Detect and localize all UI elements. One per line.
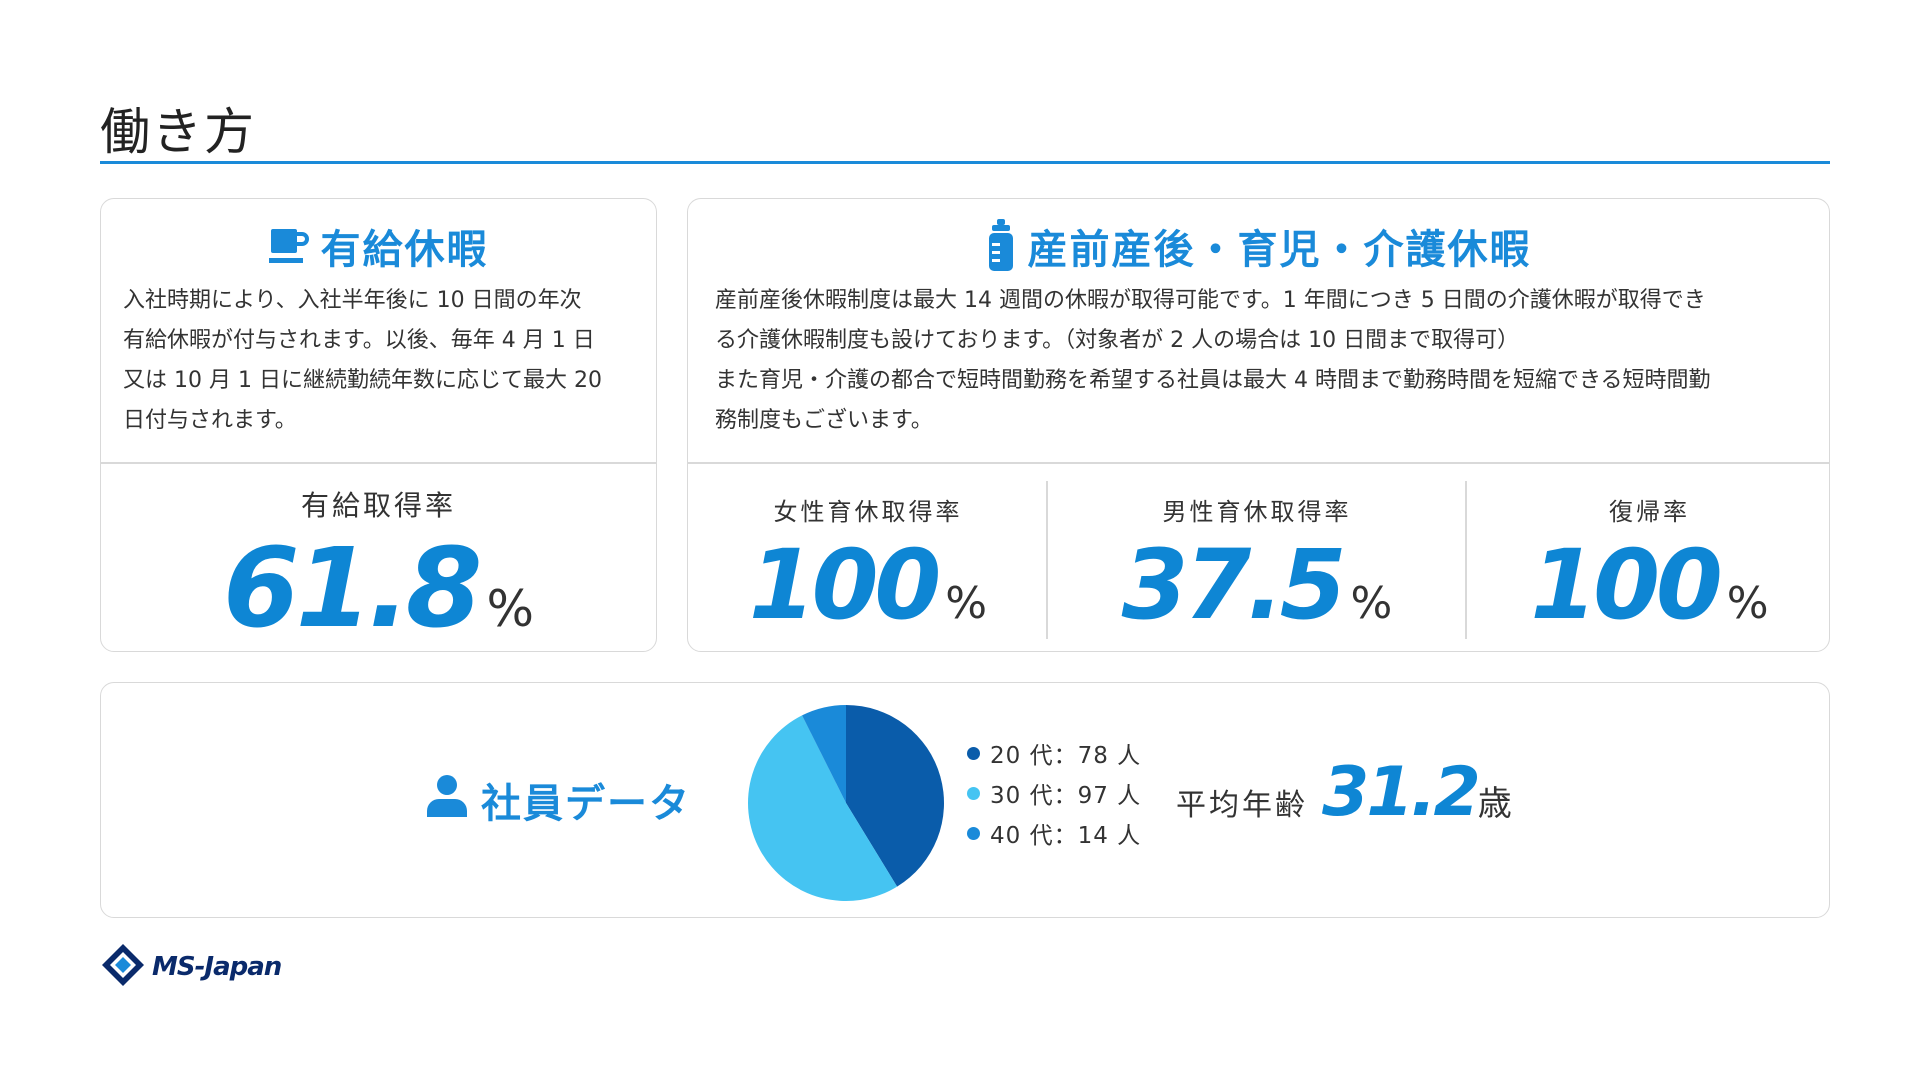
legend-item: 40 代：14 人 <box>967 813 1141 853</box>
average-age-value: 31.2 <box>1322 753 1481 832</box>
baby-bottle-icon <box>986 219 1016 273</box>
legend-label: 30 代：97 人 <box>990 783 1142 809</box>
pie-slice-30代 <box>747 715 898 901</box>
company-logo: MS-Japan <box>100 942 282 992</box>
legend-dot <box>967 746 980 760</box>
card-divider <box>101 462 656 464</box>
employee-data-card: 社員データ 20 代：78 人 30 代：97 人 40 代：14 人 平均年齢… <box>100 682 1830 918</box>
legend-item: 20 代：78 人 <box>967 733 1141 773</box>
female-leave-stat: 100 % <box>688 529 1048 641</box>
logo-text: MS-Japan <box>152 952 282 982</box>
legend-label: 20 代：78 人 <box>990 743 1142 769</box>
employee-data-title: 社員データ <box>481 781 691 827</box>
age-legend: 20 代：78 人 30 代：97 人 40 代：14 人 <box>967 733 1141 853</box>
male-leave-stat: 37.5 % <box>1048 529 1466 641</box>
male-leave-label: 男性育休取得率 <box>1162 498 1352 526</box>
male-leave-value: 37.5 <box>1121 529 1347 641</box>
stat-separator <box>1046 481 1048 639</box>
female-leave-unit: % <box>945 578 988 629</box>
stat-separator <box>1465 481 1467 639</box>
maternity-leave-description: 産前産後休暇制度は最大 14 週間の休暇が取得可能です。1 年間につき 5 日間… <box>715 288 1711 433</box>
return-rate-unit: % <box>1726 578 1769 629</box>
female-leave-label: 女性育休取得率 <box>773 498 963 526</box>
title-underline <box>100 161 1830 164</box>
paid-leave-card: 有給休暇 入社時期により、入社半年後に 10 日間の年次 有給休暇が付与されます… <box>100 198 657 652</box>
legend-label: 40 代：14 人 <box>990 823 1142 849</box>
return-rate-label: 復帰率 <box>1609 498 1690 526</box>
male-leave-unit: % <box>1350 578 1393 629</box>
return-rate-value: 100 <box>1530 529 1722 641</box>
maternity-leave-card: 産前産後・育児・介護休暇 産前産後休暇制度は最大 14 週間の休暇が取得可能です… <box>687 198 1830 652</box>
female-leave-value: 100 <box>748 529 941 641</box>
paid-leave-description: 入社時期により、入社半年後に 10 日間の年次 有給休暇が付与されます。以後、毎… <box>123 288 602 433</box>
paid-leave-stat-label: 有給取得率 <box>300 489 456 522</box>
person-icon <box>425 773 469 827</box>
paid-leave-stat: 61.8 % <box>101 524 656 652</box>
maternity-leave-heading: 産前産後・育児・介護休暇 <box>688 217 1829 275</box>
age-pie-chart <box>747 705 944 901</box>
paid-leave-rate-value: 61.8 <box>223 524 482 652</box>
pie-slice-40代 <box>802 705 846 803</box>
pie-slice-20代 <box>846 705 944 887</box>
legend-dot <box>967 786 980 800</box>
legend-item: 30 代：97 人 <box>967 773 1141 813</box>
average-age-label: 平均年齢 <box>1176 788 1308 823</box>
employee-data-heading: 社員データ <box>425 771 691 829</box>
paid-leave-rate-unit: % <box>486 580 534 638</box>
paid-leave-heading: 有給休暇 <box>101 217 656 275</box>
average-age: 平均年齢 31.2 歳 <box>1176 753 1512 832</box>
paid-leave-title: 有給休暇 <box>320 227 489 273</box>
legend-dot <box>967 826 980 840</box>
average-age-unit: 歳 <box>1477 784 1512 824</box>
card-divider <box>688 462 1829 464</box>
maternity-leave-title: 産前産後・育児・介護休暇 <box>1027 227 1532 273</box>
return-rate-stat: 100 % <box>1468 529 1831 641</box>
diamond-logo-icon <box>100 942 146 992</box>
coffee-cup-icon <box>268 225 309 267</box>
page-title: 働き方 <box>100 103 256 161</box>
